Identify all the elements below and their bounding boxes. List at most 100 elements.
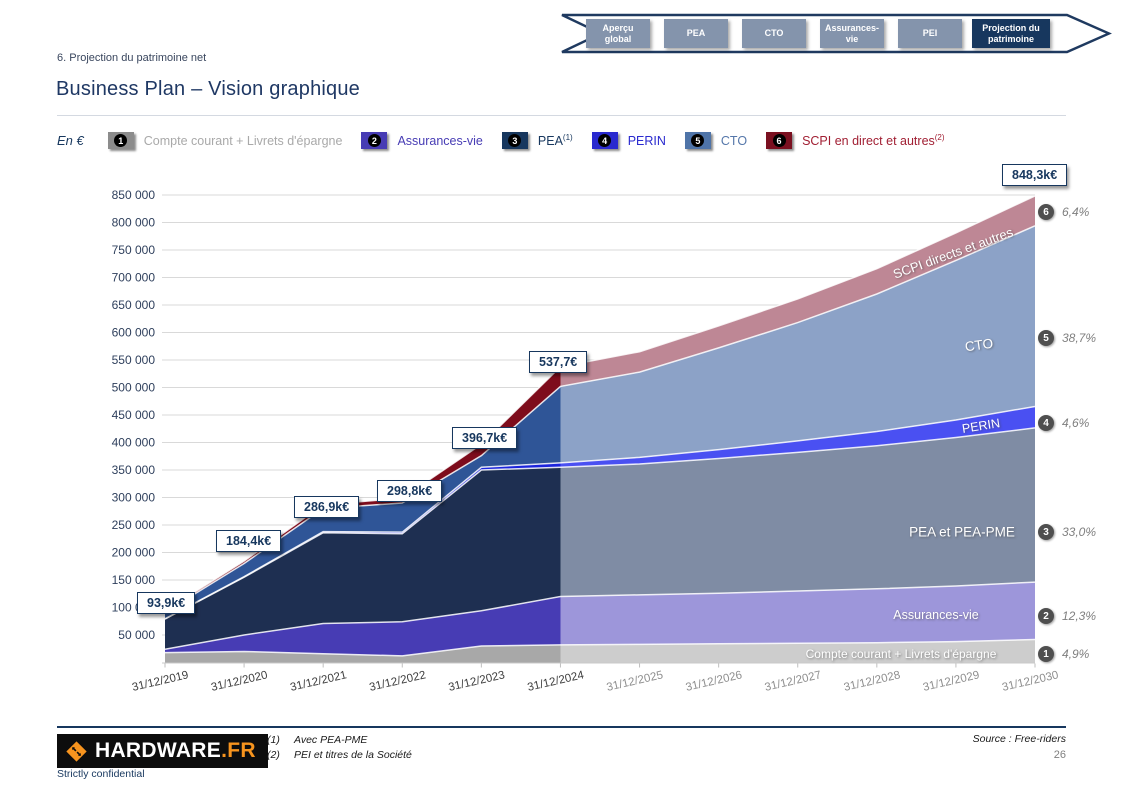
nav-tab-pei[interactable]: PEI bbox=[898, 19, 962, 48]
legend-item-pea: 3 PEA(1) bbox=[501, 132, 573, 149]
marker-number-badge: 6 bbox=[1038, 204, 1054, 220]
legend-chip-3-icon: 3 bbox=[501, 132, 528, 149]
total-value-label-2019: 93,9k€ bbox=[137, 592, 196, 614]
x-axis-tick-label: 31/12/2020 bbox=[210, 669, 269, 694]
footer-divider bbox=[57, 726, 1066, 728]
share-marker-cto: 5 38,7% bbox=[1038, 330, 1096, 346]
area-label-av: Assurances-vie bbox=[893, 608, 979, 622]
legend-number-badge: 4 bbox=[598, 134, 612, 147]
area-scpi-projection bbox=[560, 195, 1035, 387]
y-axis-tick-label: 450 000 bbox=[112, 408, 156, 422]
legend-chip-5-icon: 5 bbox=[684, 132, 711, 149]
area-av-projection bbox=[560, 582, 1035, 645]
x-axis-tick-label: 31/12/2026 bbox=[685, 669, 744, 694]
area-label-cc: Compte courant + Livrets d'épargne bbox=[805, 647, 997, 661]
total-value-label-2020: 184,4k€ bbox=[216, 530, 282, 552]
hardware-fr-diamond-icon bbox=[66, 740, 87, 762]
x-axis-tick-label: 31/12/2028 bbox=[843, 669, 902, 694]
y-axis-tick-label: 150 000 bbox=[112, 573, 156, 587]
x-axis-tick-label: 31/12/2025 bbox=[605, 669, 664, 694]
area-av-historical bbox=[165, 596, 561, 656]
legend-label: CTO bbox=[720, 133, 748, 148]
footnote-2: (2) PEI et titres de la Société bbox=[267, 748, 412, 761]
stacked-areas bbox=[165, 195, 1035, 663]
area-cto-projection bbox=[560, 225, 1035, 463]
marker-share-value: 12,3% bbox=[1062, 609, 1097, 623]
nav-banner: Aperçu global PEA CTO Assurances-vie PEI Proj… bbox=[556, 11, 1118, 56]
x-axis-tick-label: 31/12/2023 bbox=[447, 669, 506, 694]
legend-label: Assurances-vie bbox=[397, 133, 483, 148]
legend-number-badge: 6 bbox=[772, 134, 786, 147]
footnotes: (1) Avec PEA-PME (2) PEI et titres de la So… bbox=[267, 733, 412, 762]
nav-tab-projection-du-patrimoine[interactable]: Projection du patrimoine bbox=[972, 19, 1050, 48]
confidential-label: Strictly confidential bbox=[57, 768, 145, 780]
total-value-label-2021: 286,9k€ bbox=[294, 496, 360, 518]
area-perin-projection bbox=[560, 406, 1035, 468]
legend-item-assurances-vie: 2 Assurances-vie bbox=[361, 132, 483, 149]
y-axis-tick-label: 800 000 bbox=[112, 216, 156, 230]
legend-item-cto: 5 CTO bbox=[684, 132, 748, 149]
marker-number-badge: 3 bbox=[1038, 524, 1054, 540]
total-value-label-2023: 396,7k€ bbox=[452, 427, 518, 449]
y-axis-tick-label: 350 000 bbox=[112, 463, 156, 477]
y-axis-tick-label: 650 000 bbox=[112, 298, 156, 312]
nav-tab-cto[interactable]: CTO bbox=[742, 19, 806, 48]
share-marker-cc: 1 4,9% bbox=[1038, 646, 1089, 662]
y-axis-tick-label: 250 000 bbox=[112, 518, 156, 532]
marker-share-value: 6,4% bbox=[1062, 205, 1090, 219]
section-label: 6. Projection du patrimoine net bbox=[57, 52, 207, 64]
total-value-label-2024: 537,7€ bbox=[529, 351, 588, 373]
area-pea-projection bbox=[560, 427, 1035, 597]
nav-tab-assurances-vie[interactable]: Assurances-vie bbox=[820, 19, 884, 48]
y-axis-tick-label: 400 000 bbox=[112, 436, 156, 450]
logo-text: HARDWARE.FR bbox=[95, 739, 256, 762]
legend-number-badge: 2 bbox=[367, 134, 381, 147]
y-axis-tick-label: 50 000 bbox=[118, 628, 155, 642]
legend-items: 1 Compte courant + Livrets d'épargne 2 Assu… bbox=[107, 132, 964, 149]
nav-tab-pea[interactable]: PEA bbox=[664, 19, 728, 48]
marker-share-value: 4,9% bbox=[1062, 647, 1090, 661]
legend-item-perin: 4 PERIN bbox=[591, 132, 666, 149]
page-title: Business Plan – Vision graphique bbox=[56, 78, 361, 100]
x-axis: 31/12/2019 31/12/2020 31/12/2021 31/12/2022… bbox=[131, 662, 1060, 694]
footnote-1: (1) Avec PEA-PME bbox=[267, 734, 368, 746]
y-axis-tick-label: 700 000 bbox=[112, 271, 156, 285]
legend-label: SCPI en direct et autres(2) bbox=[802, 132, 945, 149]
area-label-pea: PEA et PEA-PME bbox=[909, 524, 1015, 540]
area-cc-historical bbox=[165, 644, 561, 663]
logo-suffix: .FR bbox=[221, 739, 256, 762]
marker-share-value: 38,7% bbox=[1062, 331, 1097, 345]
legend-item-compte-courant-livrets-d-epargne: 1 Compte courant + Livrets d'épargne bbox=[107, 132, 342, 149]
x-axis-tick-label: 31/12/2019 bbox=[131, 669, 190, 694]
legend-chip-4-icon: 4 bbox=[591, 132, 618, 149]
area-pea-historical bbox=[165, 467, 561, 650]
legend-label: PEA(1) bbox=[537, 132, 573, 149]
total-value-label-2022: 298,8k€ bbox=[377, 480, 443, 502]
source-label: Source : Free-riders bbox=[972, 733, 1066, 745]
marker-share-value: 4,6% bbox=[1062, 416, 1090, 430]
marker-number-badge: 5 bbox=[1038, 330, 1054, 346]
y-axis-tick-label: 750 000 bbox=[112, 243, 156, 257]
x-axis-tick-label: 31/12/2021 bbox=[289, 669, 348, 694]
share-marker-pea: 3 33,0% bbox=[1038, 524, 1096, 540]
legend-chip-6-icon: 6 bbox=[766, 132, 793, 149]
legend-label: PERIN bbox=[627, 133, 666, 148]
legend-number-badge: 5 bbox=[691, 134, 705, 147]
x-axis-tick-label: 31/12/2029 bbox=[922, 669, 981, 694]
legend-item-scpi-en-direct-et-autres: 6 SCPI en direct et autres(2) bbox=[766, 132, 945, 149]
area-cto-historical bbox=[165, 386, 561, 619]
share-marker-av: 2 12,3% bbox=[1038, 608, 1096, 624]
y-axis-tick-label: 300 000 bbox=[112, 491, 156, 505]
marker-number-badge: 2 bbox=[1038, 608, 1054, 624]
legend-chip-2-icon: 2 bbox=[361, 132, 388, 149]
marker-number-badge: 4 bbox=[1038, 415, 1054, 431]
y-axis-tick-label: 600 000 bbox=[112, 326, 156, 340]
share-marker-perin: 4 4,6% bbox=[1038, 415, 1089, 431]
x-axis-tick-label: 31/12/2027 bbox=[764, 669, 823, 694]
y-axis-tick-label: 550 000 bbox=[112, 353, 156, 367]
legend-number-badge: 3 bbox=[508, 134, 522, 147]
chart-legend: En € 1 Compte courant + Livrets d'épargne… bbox=[57, 132, 964, 149]
nav-tab-apercu-global[interactable]: Aperçu global bbox=[586, 19, 650, 48]
marker-number-badge: 1 bbox=[1038, 646, 1054, 662]
